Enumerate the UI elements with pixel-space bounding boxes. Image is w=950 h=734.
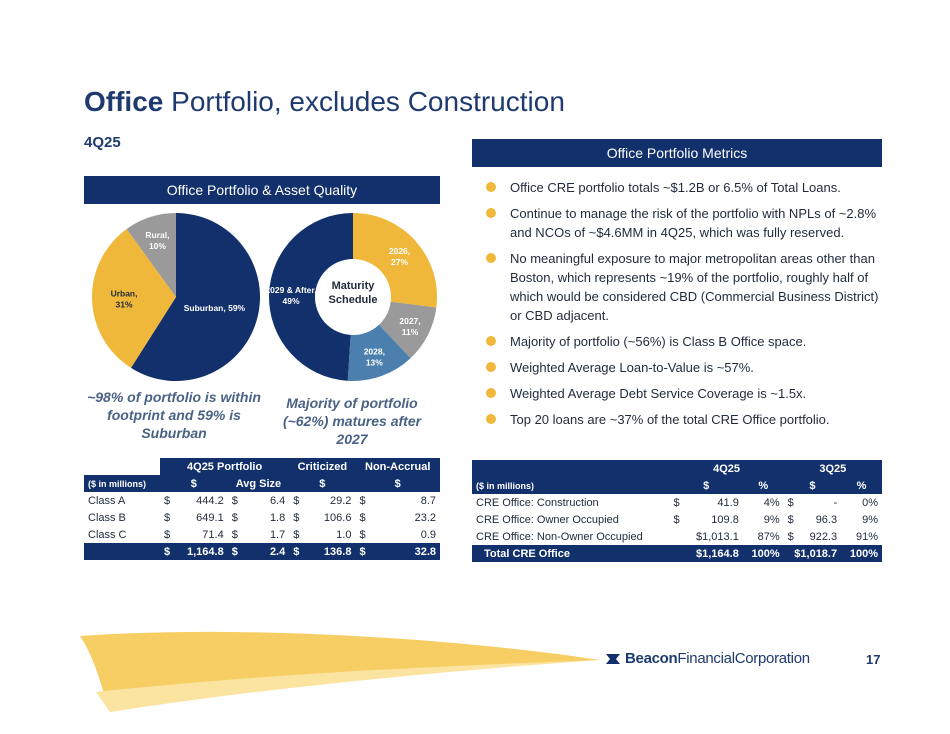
metrics-bullet: Office CRE portfolio totals ~$1.2B or 6.…: [484, 178, 884, 197]
pie-slice: [269, 213, 353, 381]
group-header: Criticized: [289, 458, 356, 475]
table-row: CRE Office: Owner Occupied $109.8 9% $96.3 9…: [476, 513, 878, 526]
table-total-row: Total CRE Office $1,164.8 100% $1,018.7 …: [472, 545, 882, 562]
pie-slice: [353, 213, 437, 308]
metrics-bullet: Top 20 loans are ~37% of the total CRE O…: [484, 410, 884, 429]
bullet-dot-icon: [486, 208, 496, 218]
portfolio-charts: Suburban, 59% Urban, 31% Rural, 10% 2026, 27%…: [92, 213, 437, 381]
group-header: 3Q25: [783, 460, 882, 477]
pie-slice: [379, 301, 437, 359]
table-row: Class B $649.1 $1.8 $106.6 $23.2: [88, 511, 436, 524]
col-header: $: [783, 477, 842, 494]
slice-label: 2029 & After, 49%: [265, 285, 316, 306]
cre-office-table: 4Q25 3Q25 ($ in millions) $ % $ % CRE Of…: [472, 460, 882, 562]
col-header: $: [289, 475, 356, 492]
metrics-bullet: Continue to manage the risk of the portf…: [484, 204, 884, 242]
metrics-bullet-list: Office CRE portfolio totals ~$1.2B or 6.…: [484, 178, 884, 436]
group-header: Non-Accrual: [355, 458, 440, 475]
slice-label: Suburban, 59%: [184, 303, 246, 313]
bullet-dot-icon: [486, 253, 496, 263]
table-row: CRE Office: Non-Owner Occupied $1,013.1 87…: [476, 530, 878, 543]
pie-slice: [347, 324, 411, 381]
col-header: $: [160, 475, 228, 492]
maturity-center-label-1: Maturity: [332, 280, 376, 292]
pie-slice: [92, 229, 176, 368]
pie-slice: [130, 213, 260, 381]
maturity-center-label-2: Schedule: [329, 294, 378, 306]
bullet-dot-icon: [486, 362, 496, 372]
beacon-icon: [606, 654, 620, 665]
units-label: ($ in millions): [84, 475, 160, 492]
footer-swoosh: [80, 631, 600, 712]
pie-slice: [126, 213, 176, 297]
bullet-dot-icon: [486, 388, 496, 398]
metrics-header: Office Portfolio Metrics: [472, 139, 882, 167]
company-logo: BeaconFinancialCorporation: [604, 650, 810, 667]
table-row: Class A $444.2 $6.4 $29.2 $8.7: [88, 494, 436, 507]
col-header: $: [355, 475, 440, 492]
table-row: CRE Office: Construction $41.9 4% $ -0%: [476, 496, 878, 509]
slice-label: 2026, 27%: [389, 246, 410, 267]
asset-quality-table: 4Q25 Portfolio Criticized Non-Accrual ($…: [84, 458, 440, 560]
metrics-bullet: Weighted Average Debt Service Coverage i…: [484, 384, 884, 403]
metrics-bullet: Majority of portfolio (~56%) is Class B …: [484, 332, 884, 351]
table-row: Class C $71.4 $1.7 $1.0 $0.9: [88, 528, 436, 541]
slice-label: Rural, 10%: [145, 230, 169, 251]
bullet-dot-icon: [486, 336, 496, 346]
metrics-bullet: Weighted Average Loan-to-Value is ~57%.: [484, 358, 884, 377]
slice-label: 2028, 13%: [364, 346, 385, 367]
asset-quality-header: Office Portfolio & Asset Quality: [84, 176, 440, 204]
table-total-row: $1,164.8 $2.4 $136.8 $32.8: [84, 543, 440, 560]
page-number: 17: [866, 652, 881, 667]
col-header: %: [742, 477, 784, 494]
group-header: 4Q25 Portfolio: [160, 458, 290, 475]
bullet-dot-icon: [486, 182, 496, 192]
slice-label: 2027, 11%: [399, 316, 420, 337]
page-title: Office Portfolio, excludes Construction: [84, 86, 565, 117]
location-callout: ~98% of portfolio is within footprint an…: [87, 389, 261, 441]
metrics-bullet: No meaningful exposure to major metropol…: [484, 249, 884, 325]
col-header: %: [841, 477, 882, 494]
location-pie-chart: Suburban, 59% Urban, 31% Rural, 10%: [92, 213, 260, 381]
period-label: 4Q25: [84, 134, 121, 151]
maturity-callout: Majority of portfolio (~62%) matures aft…: [282, 395, 422, 447]
bullet-dot-icon: [486, 414, 496, 424]
col-header: Avg Size: [227, 475, 290, 492]
maturity-donut-chart: 2026, 27% 2027, 11% 2028, 13% 2029 & After, 49%: [265, 213, 437, 381]
group-header: 4Q25: [669, 460, 784, 477]
units-label: ($ in millions): [472, 477, 670, 494]
slice-label: Urban, 31%: [111, 289, 138, 310]
col-header: $: [669, 477, 743, 494]
